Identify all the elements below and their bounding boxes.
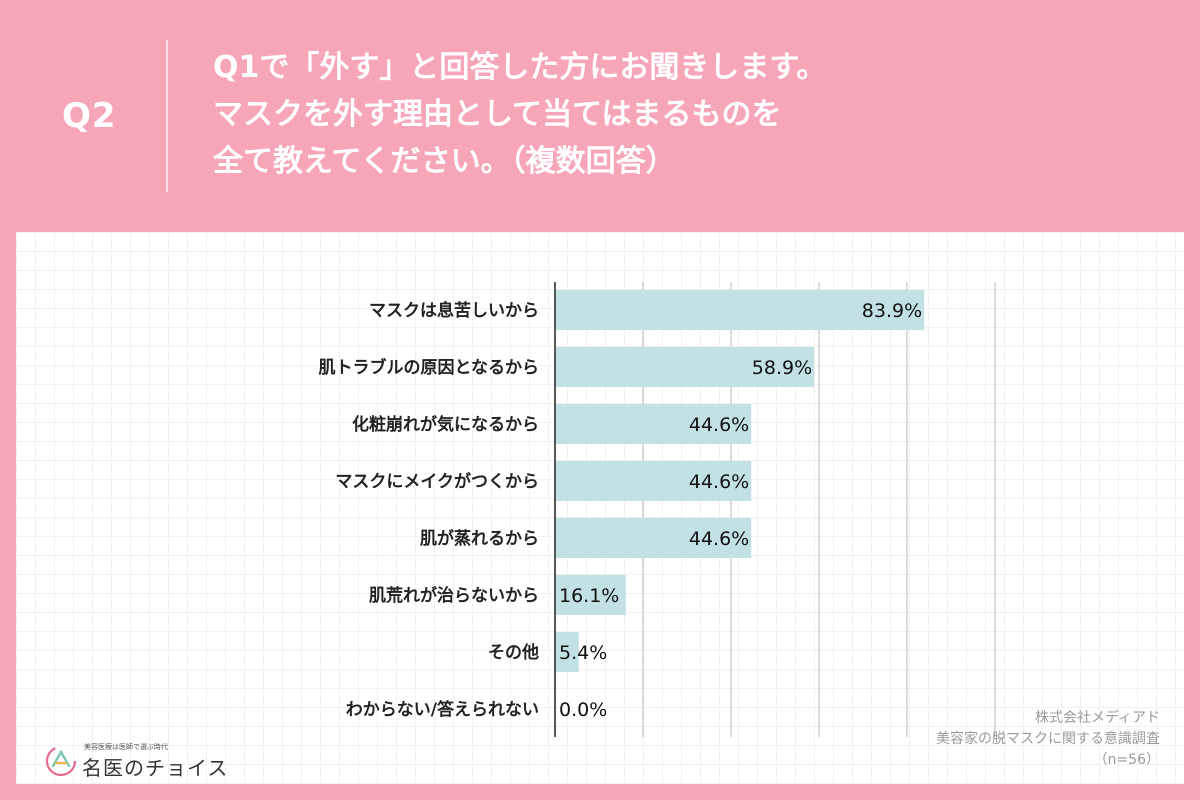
value-label: 44.6%: [689, 414, 749, 436]
question-line-1: Q1で「外す」と回答した方にお聞きします。: [213, 50, 827, 85]
bar: [555, 347, 815, 387]
survey-credit: 株式会社メディアド 美容家の脱マスクに関する意識調査 （n=56）: [760, 708, 1160, 771]
category-label: マスクにメイクがつくから: [335, 471, 539, 492]
value-label: 44.6%: [689, 471, 749, 493]
value-label: 44.6%: [689, 528, 749, 550]
category-label: 肌が蒸れるから: [420, 528, 539, 549]
bar-chart: マスクは息苦しいから 83.9% 肌トラブルの原因となるから 58.9% 化粧崩れが気に…: [319, 282, 996, 737]
bar: [555, 518, 752, 558]
logo-mark-icon: [45, 745, 77, 777]
question-line-3: 全て教えてください。（複数回答）: [213, 144, 676, 179]
bar: [555, 461, 752, 501]
question-line-2: マスクを外す理由として当てはまるものを: [213, 97, 782, 132]
credit-sample: （n=56）: [1093, 752, 1160, 768]
header-divider: [166, 40, 168, 192]
logo-name: 名医のチョイス: [82, 756, 229, 780]
logo-tagline: 美容医療は医師で選ぶ時代: [84, 743, 168, 751]
value-label: 5.4%: [559, 642, 607, 664]
bar: [555, 575, 626, 615]
value-label: 0.0%: [559, 699, 607, 721]
question-number: Q2: [62, 96, 117, 136]
category-label: 肌荒れが治らないから: [369, 585, 539, 606]
bar: [555, 290, 925, 330]
category-label: 肌トラブルの原因となるから: [319, 357, 540, 378]
value-label: 16.1%: [559, 585, 619, 607]
value-label: 83.9%: [862, 300, 922, 322]
category-label: 化粧崩れが気になるから: [352, 414, 539, 435]
category-label: マスクは息苦しいから: [369, 300, 539, 321]
chart-panel: マスクは息苦しいから 83.9% 肌トラブルの原因となるから 58.9% 化粧崩れが気に…: [16, 232, 1184, 784]
credit-company: 株式会社メディアド: [1034, 710, 1160, 726]
credit-survey: 美容家の脱マスクに関する意識調査: [936, 731, 1160, 747]
header: Q2 Q1で「外す」と回答した方にお聞きします。 マスクを外す理由として当てはま…: [0, 0, 1200, 232]
bar: [555, 632, 579, 672]
value-label: 58.9%: [752, 357, 812, 379]
category-label: わからない/答えられない: [346, 699, 539, 720]
category-label: その他: [488, 642, 539, 663]
bar: [555, 404, 752, 444]
brand-logo: 美容医療は医師で選ぶ時代 名医のチョイス: [32, 740, 232, 780]
question-text: Q1で「外す」と回答した方にお聞きします。 マスクを外す理由として当てはまるもの…: [213, 44, 1173, 185]
